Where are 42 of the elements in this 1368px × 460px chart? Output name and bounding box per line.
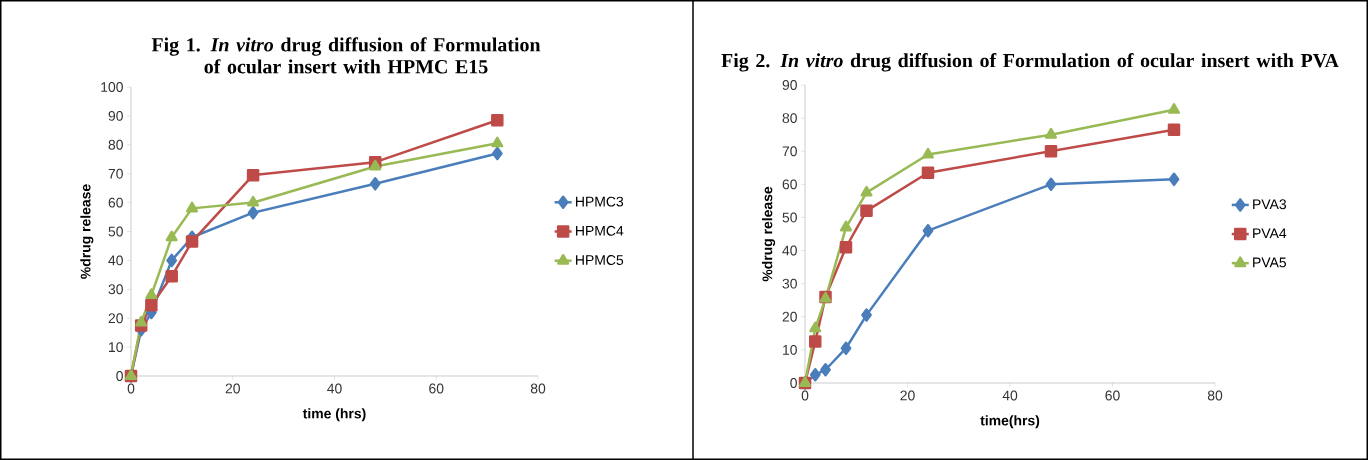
y-tick-label: 100 [101, 82, 123, 92]
y-tick-label: 90 [782, 80, 797, 90]
x-tick-label: 40 [327, 383, 342, 394]
y-tick-label: 60 [108, 197, 123, 208]
y-tick-label: 40 [108, 255, 123, 266]
y-tick-label: 30 [108, 284, 123, 295]
legend-label: PVA3 [1253, 199, 1287, 210]
y-tick-label: 50 [108, 226, 123, 237]
x-axis-title: time(hrs) [980, 415, 1040, 429]
y-tick-label: 80 [782, 113, 797, 124]
y-tick-label: 30 [782, 278, 797, 289]
y-tick-label: 10 [783, 344, 797, 355]
y-tick-label: 20 [782, 311, 797, 322]
x-tick-label: 60 [429, 383, 444, 394]
y-tick-label: 60 [782, 179, 797, 190]
y-tick-label: 0 [116, 371, 123, 381]
legend-label: HPMC4 [576, 225, 624, 236]
x-tick-label: 60 [1105, 390, 1120, 401]
y-tick-label: 10 [109, 342, 123, 353]
x-tick-label: 20 [900, 390, 915, 401]
y-tick-label: 70 [782, 146, 797, 157]
x-tick-label: 80 [530, 383, 546, 394]
legend-label: PVA5 [1253, 257, 1287, 268]
x-tick-label: 0 [801, 390, 809, 401]
legend-label: HPMC3 [576, 196, 624, 207]
y-tick-label: 90 [108, 110, 123, 121]
x-tick-label: 0 [127, 383, 135, 394]
x-tick-label: 80 [1207, 390, 1223, 401]
chart-title: Fig 1. In vitro drug diffusion of Formulation of ocular insert with HPMC E15 [151, 37, 541, 74]
legend-label: HPMC5 [576, 255, 624, 265]
y-axis-title: %drug release [762, 186, 776, 282]
y-tick-label: 70 [108, 168, 123, 179]
x-tick-label: 40 [1002, 390, 1018, 401]
x-tick-label: 20 [225, 383, 240, 394]
y-tick-label: 40 [782, 245, 797, 256]
y-axis-title: %drug release [80, 184, 94, 279]
legend-label: PVA4 [1253, 228, 1287, 239]
y-tick-label: 80 [108, 139, 123, 150]
y-tick-label: 50 [782, 212, 797, 223]
chart-title: Fig 2. In vitro drug diffusion of Formulation of ocular insert with PVA [721, 53, 1339, 72]
y-tick-label: 20 [108, 313, 123, 324]
x-axis-title: time (hrs) [302, 408, 366, 422]
